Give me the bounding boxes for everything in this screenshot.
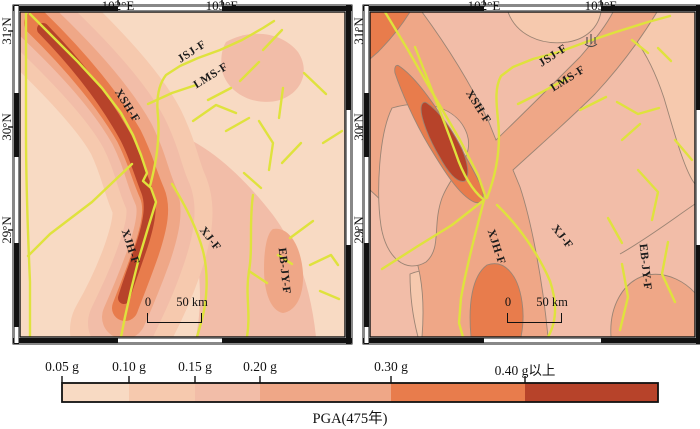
legend-colorbar xyxy=(61,376,659,403)
lat-tick-label: 30°N xyxy=(0,113,14,141)
right-map xyxy=(358,0,700,345)
scale-bar-bracket xyxy=(507,313,562,323)
legend-swatch xyxy=(391,383,525,402)
lat-tick-label: 31°N xyxy=(351,17,366,45)
legend-bin-label: 0.30 g xyxy=(374,359,408,374)
legend-swatch xyxy=(129,383,195,402)
dam-site-marker xyxy=(584,34,598,48)
legend-swatch xyxy=(525,383,658,402)
lat-tick-label: 29°N xyxy=(0,216,14,244)
lon-tick-label: 103°E xyxy=(584,0,618,13)
fault-lines xyxy=(24,12,344,337)
legend-bin-label: 0.05 g xyxy=(45,359,79,374)
scale-label: 50 km xyxy=(536,295,568,309)
lat-tick-label: 29°N xyxy=(351,216,366,244)
map-frame xyxy=(8,0,353,345)
left-map xyxy=(8,0,353,345)
legend-bin-label: 0.20 g xyxy=(243,359,277,374)
fault-lines xyxy=(380,12,694,337)
lon-tick-label: 103°E xyxy=(205,0,239,13)
lat-tick-label: 30°N xyxy=(351,113,366,141)
lon-tick-label: 102°E xyxy=(101,0,135,13)
scale-zero: 0 xyxy=(144,295,152,309)
legend-bin-label: 0.40 g以上 xyxy=(494,363,556,378)
right-map-contours xyxy=(370,12,695,337)
legend-swatch xyxy=(195,383,260,402)
lat-tick-label: 31°N xyxy=(0,17,14,45)
legend-swatch xyxy=(260,383,391,402)
scale-label: 50 km xyxy=(176,295,208,309)
legend-swatch xyxy=(62,383,129,402)
legend-title: PGA(475年) xyxy=(312,411,388,427)
scale-zero: 0 xyxy=(504,295,512,309)
scale-bar-bracket xyxy=(147,313,202,323)
left-map-contours xyxy=(20,12,345,337)
legend-bin-label: 0.15 g xyxy=(178,359,212,374)
legend-bin-label: 0.10 g xyxy=(112,359,146,374)
lon-tick-label: 102°E xyxy=(467,0,501,13)
map-frame xyxy=(358,0,700,345)
